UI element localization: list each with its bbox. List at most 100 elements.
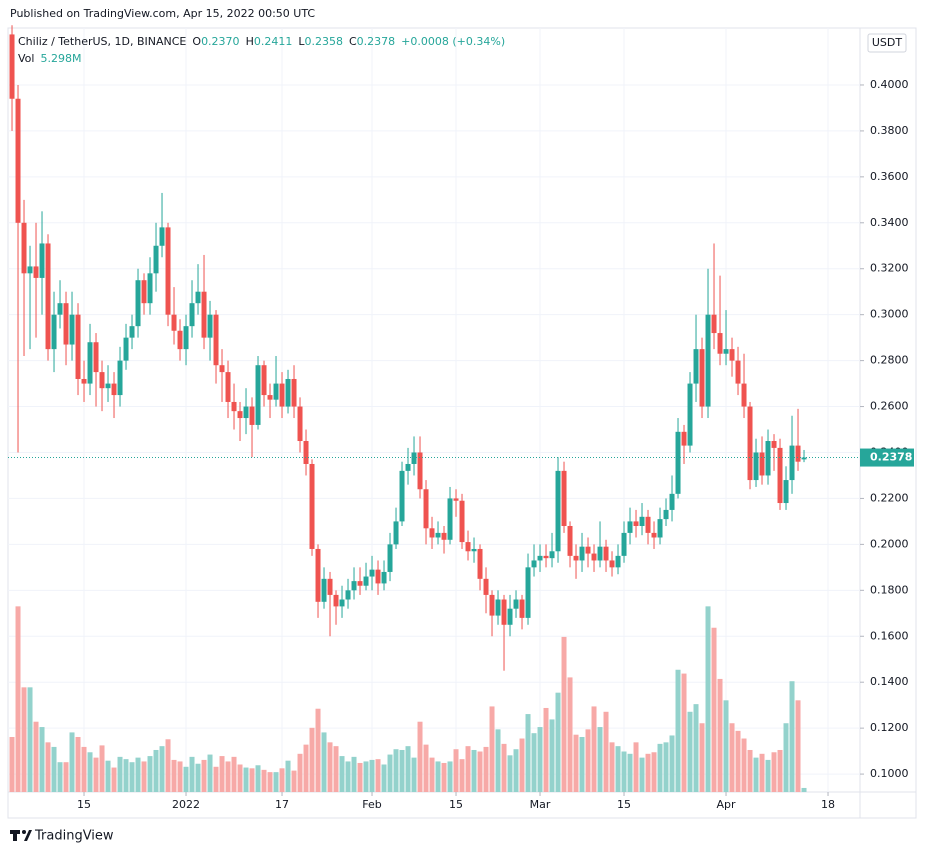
change: +0.0008 (+0.34%)	[401, 35, 505, 48]
candle-body	[51, 314, 57, 350]
volume-bar	[231, 756, 237, 792]
candle-body	[687, 383, 693, 446]
volume-bar	[189, 756, 195, 792]
volume-bar	[729, 723, 735, 792]
candle-body	[699, 349, 705, 407]
volume-legend: Vol 5.298M	[18, 52, 81, 65]
candle-body	[735, 360, 741, 384]
volume-bar	[567, 677, 573, 792]
x-tick-label: 17	[275, 798, 289, 811]
y-tick-label: 0.1600	[870, 629, 909, 642]
volume-bar	[495, 729, 501, 792]
candle-body	[567, 526, 573, 556]
ohlc-key: H	[246, 35, 254, 48]
candle-body	[429, 528, 435, 538]
volume-bar	[129, 762, 135, 792]
volume-bar	[75, 736, 81, 792]
candle-body	[513, 599, 519, 609]
volume-bar	[519, 738, 525, 792]
volume-bar	[399, 749, 405, 792]
volume-bar	[531, 733, 537, 792]
volume-bar	[339, 756, 345, 792]
legend: Chiliz / TetherUS, 1D, BINANCE O0.2370 H0.…	[18, 35, 505, 65]
candle-body	[603, 546, 609, 561]
y-tick-label: 0.3000	[870, 308, 909, 321]
volume-bar	[141, 761, 147, 792]
candle-body	[21, 222, 27, 274]
candle-body	[333, 594, 339, 607]
volume-bar	[411, 757, 417, 792]
volume-bar	[669, 735, 675, 792]
candle-body	[681, 431, 687, 446]
axis-layer: 0.1000 0.1200 0.1400 0.1600 0.1800 0.2000 0.22…	[77, 78, 914, 811]
volume-bar	[441, 762, 447, 792]
volume-bar	[663, 742, 669, 792]
x-tick-label: 18	[821, 798, 835, 811]
volume-bar	[135, 757, 141, 792]
volume-bar	[735, 730, 741, 792]
candle-body	[345, 590, 351, 600]
candle-body	[279, 383, 285, 407]
candle-body	[405, 463, 411, 471]
candle-body	[387, 544, 393, 572]
currency-button[interactable]	[867, 33, 907, 53]
volume-bar	[621, 751, 627, 792]
volume-bar	[117, 756, 123, 792]
volume-bar	[57, 762, 63, 792]
candle-body	[417, 452, 423, 490]
candle-body	[459, 500, 465, 543]
candle-body	[609, 560, 615, 568]
candle-body	[561, 470, 567, 527]
volume-bar	[747, 749, 753, 792]
volume-bar	[105, 760, 111, 792]
candle-body	[219, 365, 225, 373]
volume-bar	[279, 768, 285, 792]
candle-body	[45, 243, 51, 350]
volume-bar	[303, 744, 309, 792]
logo: TradingView	[10, 829, 114, 844]
volume-bar	[255, 765, 261, 792]
candle-body	[339, 599, 345, 607]
candle-body	[363, 576, 369, 586]
y-tick-label: 0.2800	[870, 354, 909, 367]
volume-bar	[597, 727, 603, 792]
volume-bar	[333, 746, 339, 792]
volume-bar	[381, 764, 387, 792]
volume-bar	[789, 681, 795, 792]
ohlc-key: L	[298, 35, 305, 48]
candle-body	[765, 441, 771, 476]
candle-body	[711, 314, 717, 334]
x-tick-label: Apr	[717, 798, 737, 811]
candle-body	[267, 395, 273, 400]
volume-bar	[555, 692, 561, 792]
volume-bar	[699, 723, 705, 792]
candle-body	[369, 569, 375, 577]
candle-body	[747, 406, 753, 481]
volume-bar	[717, 678, 723, 792]
candle-body	[9, 34, 15, 99]
volume-bar	[477, 751, 483, 792]
volume-bar	[123, 759, 129, 792]
candle-body	[483, 578, 489, 595]
volume-bar	[489, 706, 495, 792]
chart-frame	[7, 27, 917, 819]
volume-bar	[759, 753, 765, 792]
volume-bar	[369, 759, 375, 792]
symbol: Chiliz / TetherUS, 1D, BINANCE	[18, 35, 186, 48]
volume-bar	[63, 762, 69, 792]
candle-body	[309, 463, 315, 549]
candle-body	[207, 314, 213, 338]
volume-bar	[201, 759, 207, 792]
volume-bar	[327, 742, 333, 792]
volume-bar	[111, 767, 117, 792]
volume-bar	[645, 753, 651, 792]
currency[interactable]: USDT	[872, 36, 903, 49]
volume-bar	[207, 754, 213, 792]
candle-body	[771, 441, 777, 448]
candle-body	[537, 555, 543, 561]
candle-body	[39, 243, 45, 278]
volume-bar	[507, 755, 513, 792]
volume-bar	[9, 736, 15, 792]
candle-body	[189, 303, 195, 327]
candle-body	[195, 291, 201, 304]
